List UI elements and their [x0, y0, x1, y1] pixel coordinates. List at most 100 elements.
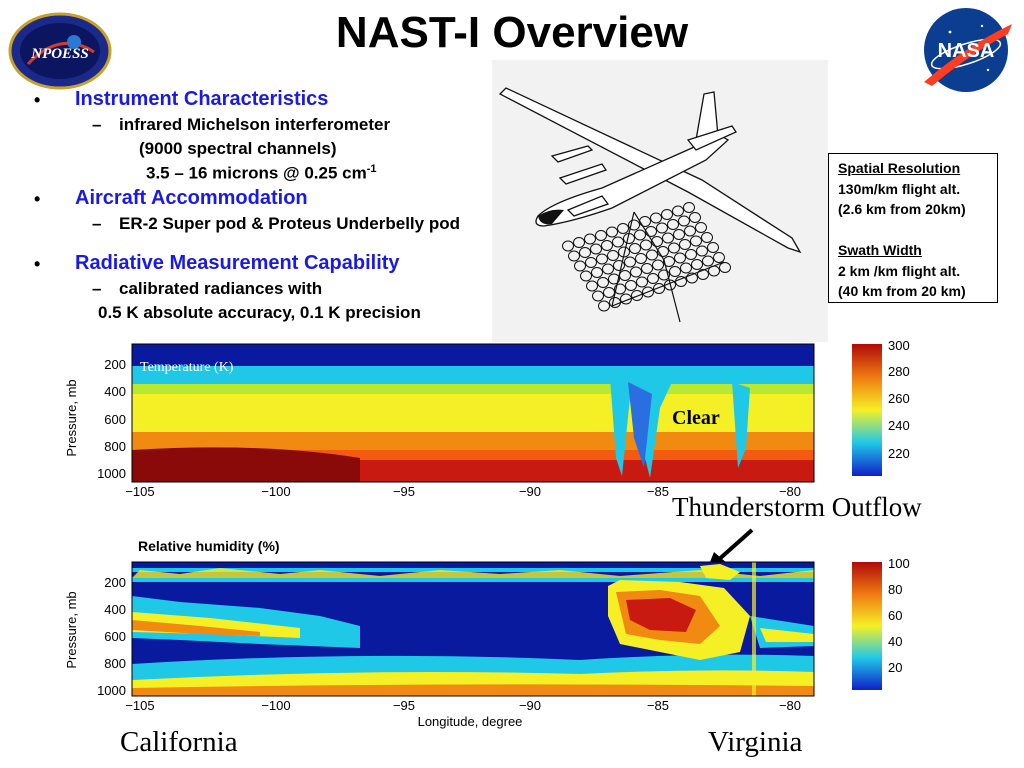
temp-pressure-tick: 1000: [97, 466, 126, 481]
scan-footprint-circle: [696, 245, 708, 257]
rh-colorbar-tick: 80: [888, 582, 902, 597]
scan-footprint-circle: [591, 267, 603, 278]
temp-lon-tick: −90: [519, 484, 541, 499]
bullet-dot: •: [34, 189, 41, 209]
scan-footprint-circle: [719, 262, 731, 273]
scan-footprint-circle: [640, 239, 652, 251]
bullet-dot: •: [34, 254, 41, 274]
scan-footprint-circle: [628, 219, 640, 231]
scan-footprint-circle: [695, 222, 707, 233]
scan-footprint-circle: [645, 226, 657, 237]
dash: –: [92, 279, 102, 298]
scan-footprint-circle: [573, 237, 585, 248]
scan-footprint-circle: [684, 225, 696, 237]
scan-footprint-circle: [623, 233, 635, 244]
bullet-dot: •: [34, 90, 41, 110]
scan-footprint-circle: [702, 255, 714, 267]
temp-lon-tick: −105: [125, 484, 154, 499]
scan-footprint-circle: [668, 242, 680, 254]
rh-colorbar-tick: 100: [888, 556, 910, 571]
scan-footprint-circle: [713, 252, 725, 263]
scan-footprint-circle: [673, 229, 685, 240]
scan-footprint-circle: [636, 276, 648, 288]
humidity-plot: Pressure, mb 200 400 600 800 1000 −105 −…: [64, 556, 910, 729]
temp-colorbar-tick: 300: [888, 338, 910, 353]
subbullet-spectral-channels: (9000 spectral channels): [139, 139, 337, 158]
bullet-aircraft-accommodation: Aircraft Accommodation: [75, 187, 308, 209]
rh-pressure-tick: 800: [104, 656, 126, 671]
scan-footprint-circle: [618, 246, 630, 258]
scan-footprint-circle: [630, 266, 642, 278]
scan-footprint-circle: [669, 266, 681, 277]
spatial-resolution-heading: Spatial Resolution: [838, 160, 961, 176]
california-label: California: [120, 726, 238, 758]
scan-footprint-circle: [685, 249, 697, 260]
rh-pressure-tick: 1000: [97, 683, 126, 698]
swath-width-line2: (40 km from 20 km): [838, 283, 966, 299]
scan-footprint-circle: [620, 293, 632, 305]
bullet-instrument-characteristics: Instrument Characteristics: [75, 88, 329, 110]
humidity-cross-section: Pressure, mb 200 400 600 800 1000 −105 −…: [60, 556, 930, 732]
scan-footprint-circle: [651, 236, 663, 247]
scan-footprint-circle: [689, 212, 701, 223]
scan-footprint-circle: [617, 223, 629, 234]
scan-footprint-circle: [657, 246, 669, 257]
scan-footprint-circle: [603, 287, 615, 298]
scan-footprint-circle: [690, 235, 702, 247]
scan-footprint-circle: [624, 256, 636, 268]
scan-footprint-circle: [635, 253, 647, 264]
scan-footprint-circle: [650, 212, 662, 224]
rh-pressure-tick: 600: [104, 629, 126, 644]
temperature-plot: Pressure, mb 200 400 600 800 1000 −105 −…: [64, 338, 910, 499]
aircraft-icon: [498, 87, 802, 323]
scan-footprint-circle: [602, 263, 614, 275]
npoess-logo-icon: NPOESS: [8, 12, 112, 90]
scan-footprint-circle: [574, 260, 586, 272]
scan-footprint-circle: [629, 243, 641, 254]
scan-footprint-circle: [708, 265, 720, 277]
bullet-radiative-capability: Radiative Measurement Capability: [75, 252, 400, 274]
scan-footprint-circle: [691, 259, 703, 270]
temperature-cross-section: Pressure, mb 200 400 600 800 1000 −105 −…: [60, 338, 930, 500]
scan-footprint-circle: [568, 250, 580, 262]
scan-footprint-circle: [613, 260, 625, 271]
rh-y-axis-label: Pressure, mb: [64, 591, 79, 668]
nasa-logo: NASA: [916, 4, 1016, 96]
scan-footprint-circle: [701, 232, 713, 243]
page-title: NAST-I Overview: [335, 8, 689, 57]
scan-footprint-circle: [634, 229, 646, 241]
specs-infobox: Spatial Resolution 130m/km flight alt. (…: [828, 153, 998, 303]
temp-colorbar-tick: 260: [888, 391, 910, 406]
rh-colorbar-tick: 60: [888, 608, 902, 623]
scan-footprint-circle: [663, 256, 675, 267]
thunderstorm-outflow-label: Thunderstorm Outflow: [672, 492, 922, 522]
scan-footprint-circle: [658, 269, 670, 281]
scan-footprint-circle: [652, 259, 664, 271]
scan-footprint-circle: [562, 240, 574, 252]
scan-footprint-circle: [647, 273, 659, 284]
spatial-resolution-line2: (2.6 km from 20km): [838, 201, 966, 217]
clear-annotation: Clear: [672, 407, 720, 429]
swath-width-line1: 2 km /km flight alt.: [838, 262, 961, 279]
scan-footprint-circle: [697, 269, 709, 280]
scan-footprint-circle: [619, 270, 631, 281]
scan-footprint-circle: [584, 233, 596, 245]
rh-lon-tick: −105: [125, 698, 154, 713]
temp-lon-tick: −80: [779, 484, 801, 499]
microns-text: 3.5 – 16 microns @ 0.25 cm: [146, 163, 367, 183]
scan-footprint-circle: [595, 230, 607, 241]
temp-colorbar-tick: 220: [888, 446, 910, 461]
scan-footprint-circle: [683, 202, 695, 213]
scan-footprint-circle: [662, 232, 674, 244]
rh-label: Relative humidity (%): [138, 538, 280, 554]
scan-footprint-circle: [680, 262, 692, 274]
rh-lon-tick: −95: [393, 698, 415, 713]
scan-footprint-circle: [585, 257, 597, 268]
scan-footprint-circle: [646, 249, 658, 261]
rh-lon-tick: −85: [647, 698, 669, 713]
scan-footprint-circle: [598, 300, 610, 312]
scan-footprint-circle: [608, 273, 620, 285]
scan-footprint-circle: [580, 270, 592, 282]
scan-footprint-circle: [590, 243, 602, 255]
scan-footprint-circle: [686, 272, 698, 284]
